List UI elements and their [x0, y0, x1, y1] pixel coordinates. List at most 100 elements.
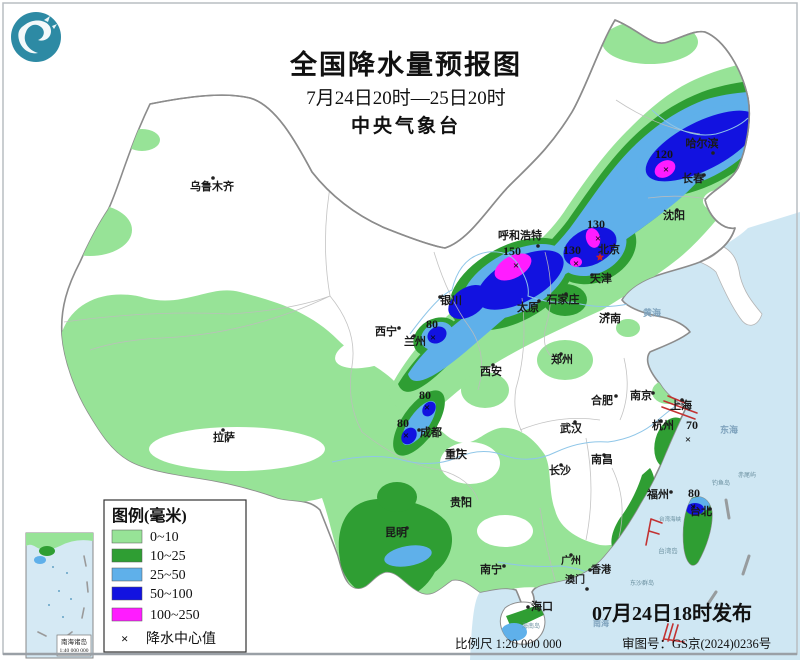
city-dot	[659, 419, 663, 423]
rain-100-250-core	[570, 257, 582, 267]
approval-number: 审图号：GS京(2024)0236号	[622, 636, 771, 651]
city-dot	[675, 208, 679, 212]
legend-swatch	[111, 529, 143, 544]
city-label: 长沙	[549, 463, 571, 477]
city-label: 太原	[516, 300, 539, 314]
city-label: 杭州	[652, 418, 674, 432]
rain-0-10-patch	[124, 129, 160, 151]
map-title: 全国降水量预报图	[289, 49, 522, 80]
city-dot	[461, 496, 465, 500]
city-label: 上海	[670, 398, 692, 412]
dry-hole	[335, 331, 409, 369]
city-dot	[590, 273, 594, 277]
legend-title: 图例(毫米)	[112, 506, 187, 525]
legend-label: 100~250	[150, 608, 200, 623]
center-x-icon: ×	[573, 258, 579, 270]
legend-label: 25~50	[150, 568, 186, 583]
center-value: 70	[686, 418, 698, 432]
rain-50-100-core	[448, 284, 488, 320]
city-label: 香港	[591, 563, 612, 576]
nine-dash-line	[706, 498, 751, 606]
city-dot	[456, 448, 460, 452]
rain-100-250-core	[654, 160, 676, 178]
city-dot	[711, 151, 715, 155]
city-label: 南昌	[591, 452, 613, 466]
publish-time: 07月24日18时发布	[592, 601, 752, 625]
city-dot	[221, 428, 225, 432]
island-label: 台湾岛	[658, 546, 678, 555]
center-value: 120	[655, 147, 673, 161]
rain-10-25-fujian-strip	[611, 468, 655, 552]
title-block: 全国降水量预报图 7月24日20时—25日20时 中央气象台	[289, 49, 522, 137]
city-label: 济南	[599, 311, 621, 325]
rain-50-100-core	[401, 427, 417, 445]
cma-logo-icon	[11, 12, 61, 62]
city-dot	[680, 398, 684, 402]
city-label: 郑州	[551, 352, 573, 366]
city-dot	[526, 605, 530, 609]
city-dots	[211, 151, 715, 609]
sea-label: 黄海	[643, 307, 661, 318]
rain-0-10-patch	[616, 319, 640, 337]
rain-50-100-core	[422, 401, 436, 417]
city-dot	[438, 295, 442, 299]
rivers	[331, 109, 749, 575]
city-label: 武汉	[560, 421, 583, 435]
sea-labels: 黄海 东海 台湾海峡 台湾岛 东沙群岛 钓鱼岛 赤尾屿 南海 海南岛	[522, 307, 756, 630]
city-label: 昆明	[385, 526, 407, 539]
center-value: 80	[397, 416, 409, 430]
footer-block: 07月24日18时发布 比例尺 1:20 000 000 审图号：GS京(202…	[455, 601, 771, 651]
city-dot	[585, 587, 589, 591]
capital-star-icon	[595, 253, 605, 261]
sea-label: 台湾海峡	[659, 515, 682, 523]
city-label: 合肥	[591, 393, 613, 407]
center-value: 80	[688, 486, 700, 500]
city-label: 北京	[598, 242, 620, 256]
city-label: 台北	[690, 504, 712, 518]
center-x-icon: ×	[663, 164, 669, 176]
city-dot	[397, 326, 401, 330]
city-dot	[588, 568, 592, 572]
rain-50-100-core	[427, 326, 447, 344]
city-dot	[708, 507, 712, 511]
center-value: 130	[587, 217, 605, 231]
map-subtitle: 7月24日20时—25日20时	[306, 87, 506, 109]
city-dot	[651, 391, 655, 395]
city-dot	[564, 292, 568, 296]
city-label: 南宁	[480, 562, 502, 576]
rain-100-250-core	[585, 228, 601, 248]
city-label: 重庆	[445, 447, 467, 461]
rain-100-250-core	[494, 253, 532, 281]
rain-0-10-patch	[61, 204, 132, 256]
city-label: 天津	[590, 271, 612, 285]
city-dot	[569, 553, 573, 557]
city-label: 西安	[480, 364, 502, 378]
center-x-icon: ×	[403, 430, 409, 442]
city-label: 南京	[630, 388, 652, 402]
legend-swatch	[111, 607, 143, 622]
island-label: 东沙群岛	[630, 579, 654, 587]
city-label: 兰州	[404, 334, 426, 348]
city-dot	[417, 428, 421, 432]
city-dot	[537, 299, 541, 303]
city-dot	[536, 244, 540, 248]
sea-area	[470, 212, 800, 660]
rain-10-25-guizhou	[377, 482, 417, 512]
province-borders	[63, 99, 737, 585]
legend-label: 50~100	[150, 587, 193, 602]
china-border-stroke	[149, 19, 751, 263]
city-label: 成都	[420, 425, 442, 439]
city-dot	[606, 312, 610, 316]
city-labels: 乌鲁木齐 拉萨 西宁 银川 兰州 西安 太原 石家庄 呼和浩特 北京 天津 济南…	[190, 136, 719, 613]
map-scale: 比例尺 1:20 000 000	[455, 637, 562, 651]
city-dot	[559, 352, 563, 356]
city-dot	[491, 363, 495, 367]
center-x-icon: ×	[513, 260, 519, 272]
rain-25-50-yunnan-south	[384, 545, 432, 567]
island-label: 钓鱼岛	[712, 479, 730, 487]
rain-0-10-patch	[461, 372, 509, 408]
rain-0-10-patch	[602, 20, 698, 64]
city-dot	[211, 176, 215, 180]
